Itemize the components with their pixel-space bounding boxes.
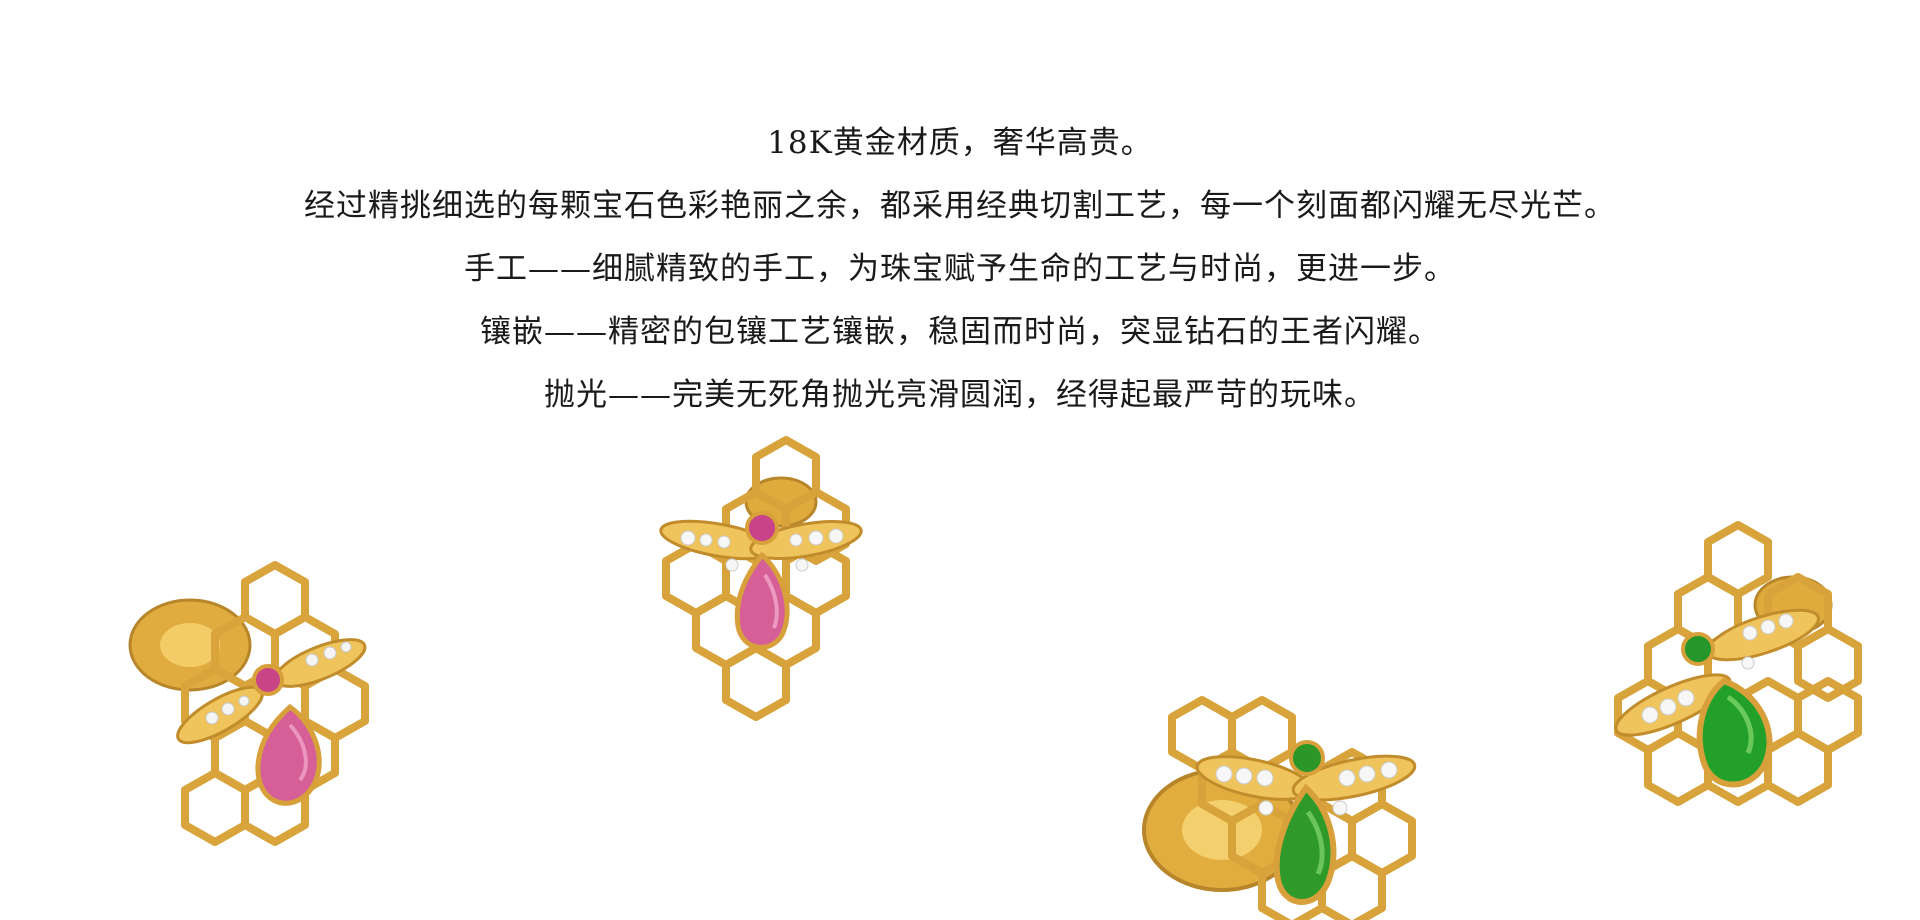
earring-pink-left-image <box>120 555 380 855</box>
earring-green-right-illustration <box>1614 521 1862 806</box>
product-description: 18K黄金材质，奢华高贵。 经过精挑细选的每颗宝石色彩艳丽之余，都采用经典切割工… <box>0 112 1920 427</box>
description-line-handcraft: 手工——细腻精致的手工，为珠宝赋予生命的工艺与时尚，更进一步。 <box>464 251 1456 287</box>
earring-pink-center-image <box>646 430 876 721</box>
earring-green-right-image <box>1608 515 1888 860</box>
earring-green-center-image <box>1142 690 1442 920</box>
earring-pink-left-illustration <box>128 561 369 846</box>
earring-green-center-illustration <box>1142 696 1417 920</box>
description-line-setting: 镶嵌——精密的包镶工艺镶嵌，稳固而时尚，突显钻石的王者闪耀。 <box>480 314 1440 350</box>
earring-pink-center-illustration <box>659 436 863 721</box>
description-line-gemstones: 经过精挑细选的每颗宝石色彩艳丽之余，都采用经典切割工艺，每一个刻面都闪耀无尽光芒… <box>304 188 1616 224</box>
description-line-polishing: 抛光——完美无死角抛光亮滑圆润，经得起最严苛的玩味。 <box>544 377 1376 413</box>
description-line-material: 18K黄金材质，奢华高贵。 <box>767 125 1153 161</box>
